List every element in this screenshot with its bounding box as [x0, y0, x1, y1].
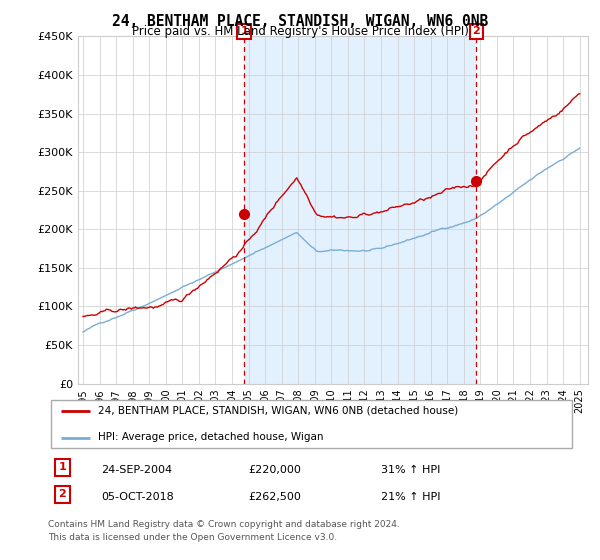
- Text: 24-SEP-2004: 24-SEP-2004: [101, 465, 172, 475]
- Text: Price paid vs. HM Land Registry's House Price Index (HPI): Price paid vs. HM Land Registry's House …: [131, 25, 469, 38]
- Text: HPI: Average price, detached house, Wigan: HPI: Average price, detached house, Wiga…: [98, 432, 323, 442]
- Text: This data is licensed under the Open Government Licence v3.0.: This data is licensed under the Open Gov…: [48, 533, 337, 542]
- Text: Contains HM Land Registry data © Crown copyright and database right 2024.: Contains HM Land Registry data © Crown c…: [48, 520, 400, 529]
- Text: 31% ↑ HPI: 31% ↑ HPI: [380, 465, 440, 475]
- Text: £220,000: £220,000: [248, 465, 302, 475]
- Text: £262,500: £262,500: [248, 492, 302, 502]
- Text: 05-OCT-2018: 05-OCT-2018: [101, 492, 173, 502]
- FancyBboxPatch shape: [50, 400, 572, 448]
- Bar: [244, 36, 476, 384]
- Text: 2: 2: [59, 489, 67, 500]
- Text: 24, BENTHAM PLACE, STANDISH, WIGAN, WN6 0NB: 24, BENTHAM PLACE, STANDISH, WIGAN, WN6 …: [112, 14, 488, 29]
- Text: 2: 2: [473, 26, 480, 36]
- Text: 24, BENTHAM PLACE, STANDISH, WIGAN, WN6 0NB (detached house): 24, BENTHAM PLACE, STANDISH, WIGAN, WN6 …: [98, 406, 458, 416]
- Text: 1: 1: [240, 26, 248, 36]
- Text: 21% ↑ HPI: 21% ↑ HPI: [380, 492, 440, 502]
- Text: 1: 1: [59, 463, 67, 473]
